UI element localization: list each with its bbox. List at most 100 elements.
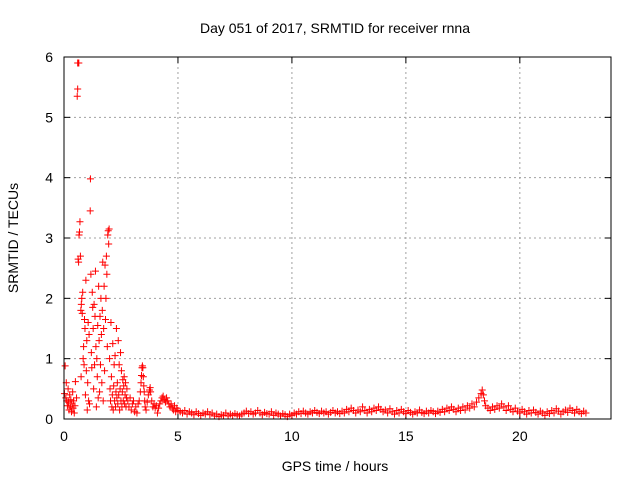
x-tick-label: 10 (284, 428, 300, 444)
y-tick-label: 1 (45, 351, 53, 367)
data-point (112, 325, 120, 332)
data-point (100, 282, 108, 290)
data-point (142, 406, 150, 414)
data-point (62, 394, 70, 402)
data-point (102, 294, 110, 302)
data-point (61, 362, 69, 370)
data-point (481, 397, 489, 405)
data-point (90, 300, 98, 308)
data-point (504, 402, 512, 410)
data-point (156, 400, 164, 408)
data-point (101, 367, 109, 375)
data-point (541, 411, 549, 419)
data-point (77, 300, 85, 308)
data-point (105, 240, 113, 248)
data-point (81, 315, 89, 323)
data-point (133, 409, 141, 417)
data-point (71, 378, 79, 386)
data-point (77, 306, 85, 314)
data-point (91, 361, 99, 369)
data-point (108, 391, 116, 399)
y-tick-label: 5 (45, 109, 53, 125)
data-point (98, 306, 106, 314)
data-point (159, 392, 167, 400)
data-point (87, 349, 95, 357)
data-point (73, 394, 81, 402)
data-point (115, 391, 123, 399)
data-point (84, 318, 92, 326)
y-tick-label: 2 (45, 290, 53, 306)
data-point (137, 372, 145, 380)
data-point (445, 407, 453, 415)
data-point (571, 409, 579, 417)
data-point (384, 409, 392, 417)
data-point (101, 315, 109, 323)
data-points (60, 59, 590, 421)
data-point (368, 408, 376, 416)
data-point (102, 252, 110, 260)
data-point (164, 397, 172, 405)
data-point (121, 391, 129, 399)
data-point (88, 288, 96, 296)
data-point (63, 402, 71, 410)
data-point (85, 397, 93, 405)
data-point (117, 349, 125, 357)
data-point (441, 408, 449, 416)
data-point (103, 343, 111, 351)
data-point (523, 410, 531, 418)
x-tick-label: 15 (398, 428, 414, 444)
data-point (452, 408, 460, 416)
data-point (127, 406, 135, 414)
data-point (101, 261, 109, 269)
data-point (76, 218, 84, 226)
x-tick-label: 5 (174, 428, 182, 444)
data-point (509, 408, 517, 416)
y-tick-label: 3 (45, 230, 53, 246)
data-point (181, 407, 189, 415)
data-point (143, 398, 151, 406)
data-point (78, 294, 86, 302)
data-point (69, 388, 77, 396)
data-point (457, 407, 465, 415)
y-axis-label: SRMTID / TECUs (5, 183, 21, 293)
data-point (103, 270, 111, 278)
data-point (95, 337, 103, 345)
data-point (83, 406, 91, 414)
data-point (564, 408, 572, 416)
data-point (117, 367, 125, 375)
data-point (356, 408, 364, 416)
data-point (86, 400, 94, 408)
data-point (79, 288, 87, 296)
data-point (157, 397, 165, 405)
data-point (153, 409, 161, 417)
data-point (479, 391, 487, 399)
data-point (139, 373, 147, 381)
data-point (340, 409, 348, 417)
data-point (582, 409, 590, 417)
data-point (167, 400, 175, 408)
data-point (475, 394, 483, 402)
data-point (500, 403, 508, 411)
data-point (96, 361, 104, 369)
data-point (141, 403, 149, 411)
data-point (80, 361, 88, 369)
data-point (491, 405, 499, 413)
data-point (96, 388, 104, 396)
data-point (147, 388, 155, 396)
data-point (94, 321, 102, 329)
data-point (395, 409, 403, 417)
data-point (107, 318, 115, 326)
data-point (126, 394, 134, 402)
data-point (111, 352, 119, 360)
data-point (73, 92, 81, 100)
y-tick-label: 6 (45, 49, 53, 65)
data-point (66, 391, 74, 399)
data-point (121, 400, 129, 408)
data-point (120, 373, 128, 381)
data-point (92, 403, 100, 411)
plot-frame (63, 56, 612, 420)
data-point (461, 406, 469, 414)
data-point (84, 379, 92, 387)
data-point (90, 385, 98, 393)
data-point (109, 340, 117, 348)
